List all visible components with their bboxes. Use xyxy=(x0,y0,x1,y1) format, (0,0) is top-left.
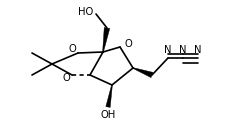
Text: O: O xyxy=(62,73,70,83)
Text: N: N xyxy=(164,45,172,55)
Text: O: O xyxy=(124,39,132,49)
Polygon shape xyxy=(133,68,153,78)
Text: OH: OH xyxy=(100,110,116,120)
Text: HO: HO xyxy=(78,7,93,17)
Text: N: N xyxy=(179,45,187,55)
Text: O: O xyxy=(68,44,76,54)
Polygon shape xyxy=(106,85,112,107)
Polygon shape xyxy=(103,27,110,52)
Text: N: N xyxy=(194,45,202,55)
